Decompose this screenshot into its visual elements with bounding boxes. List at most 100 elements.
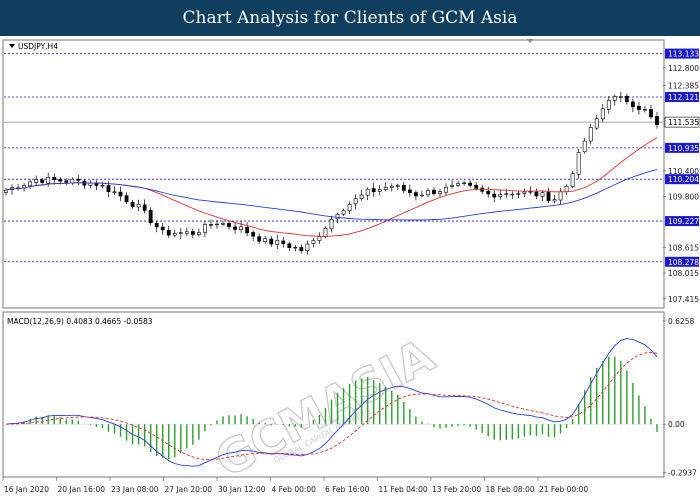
chart-area: GCMASIA GLOBAL CAPITAL MARKETS 112.80011… [2, 39, 700, 494]
candle-body [209, 224, 213, 226]
time-tick-label: 23 Jan 08:00 [111, 485, 159, 494]
candle-body [359, 194, 364, 199]
candle-body [160, 226, 165, 231]
candle-body [474, 184, 479, 189]
ma-slow-line [5, 169, 658, 221]
candle-body [420, 194, 424, 197]
price-candles [4, 91, 659, 255]
level-label: 110.204 [668, 175, 699, 184]
candle-body [196, 232, 201, 235]
candle-body [637, 106, 641, 110]
level-label: 113.133 [668, 50, 699, 59]
candle-body [377, 189, 382, 192]
time-tick-label: 13 Feb 20:00 [432, 485, 481, 494]
candle-body [239, 226, 243, 230]
candle-body [130, 202, 135, 207]
candle-body [118, 191, 123, 197]
current-price-label: 111.535 [668, 118, 699, 127]
candle-body [624, 95, 629, 102]
level-label-box [665, 174, 699, 185]
candle-body [655, 116, 659, 125]
candle-body [28, 181, 33, 187]
time-tick-label: 6 Feb 16:00 [325, 485, 370, 494]
macd-tick-label: 0.6258 [668, 317, 694, 326]
candle-body [269, 238, 274, 245]
candle-body [594, 118, 599, 129]
level-label-box [665, 142, 699, 153]
candle-body [76, 178, 81, 181]
candle-body [444, 186, 448, 193]
candle-body [257, 236, 262, 242]
candle-body [600, 108, 605, 120]
candle-body [516, 193, 521, 195]
symbol-menu-arrow-icon[interactable] [9, 44, 15, 48]
candle-body [534, 191, 539, 197]
current-price-box [664, 116, 700, 128]
candle-body [643, 109, 647, 111]
price-tick-label: 112.385 [668, 82, 699, 91]
candle-body [395, 185, 400, 187]
title-banner: Chart Analysis for Clients of GCM Asia [0, 0, 700, 36]
price-tick-label: 112.800 [668, 64, 699, 73]
candle-body [281, 240, 286, 245]
candle-body [389, 185, 394, 188]
candle-body [233, 226, 237, 230]
candle-body [383, 187, 388, 190]
support-resistance-levels [4, 53, 663, 263]
time-tick-label: 21 Feb 00:00 [539, 485, 588, 494]
candle-body [413, 192, 418, 197]
candle-body [486, 190, 491, 195]
candle-body [432, 189, 436, 194]
candle-body [154, 222, 159, 228]
time-tick-label: 18 Feb 08:00 [486, 485, 535, 494]
candle-body [504, 193, 509, 195]
candle-body [558, 191, 563, 201]
macd-tick-label: -0.2937 [668, 469, 697, 478]
macd-title: MACD(12,26,9) 0.4083 0.4665 -0.0583 [7, 317, 153, 326]
price-axis: 112.800 112.385 110.400 109.800 108.615 108.0… [663, 64, 699, 304]
time-tick-label: 20 Jan 16:00 [58, 485, 106, 494]
candle-body [606, 100, 611, 110]
candle-body [64, 180, 69, 183]
candle-body [70, 178, 75, 184]
candle-body [287, 243, 292, 248]
candle-body [335, 214, 340, 220]
price-chart-title: USDJPY,H4 [18, 42, 58, 51]
candle-body [492, 193, 497, 198]
price-panel [2, 39, 665, 309]
candle-body [136, 203, 141, 208]
candle-body [323, 228, 328, 237]
candle-body [438, 191, 442, 195]
candle-body [552, 199, 557, 202]
candle-body [100, 185, 105, 187]
candle-body [498, 194, 503, 197]
candle-body [341, 210, 346, 215]
candle-body [317, 236, 322, 241]
candle-body [540, 192, 545, 197]
candle-body [311, 240, 316, 244]
candle-body [305, 243, 310, 252]
price-tick-label: 110.400 [668, 167, 699, 176]
level-label: 109.227 [668, 217, 699, 226]
candle-body [371, 188, 376, 193]
candle-body [329, 219, 334, 230]
candle-body [46, 177, 51, 184]
level-label-box [665, 91, 699, 102]
candle-body [570, 173, 575, 187]
candle-body [203, 223, 207, 233]
chart-shift-marker-icon [527, 39, 533, 43]
price-tick-label: 108.615 [668, 243, 699, 252]
candle-body [184, 231, 189, 234]
candle-body [462, 182, 467, 184]
candle-body [227, 223, 231, 227]
candle-body [407, 189, 412, 193]
macd-panel [2, 311, 665, 478]
time-tick-label: 27 Jan 20:00 [165, 485, 213, 494]
candle-body [576, 152, 581, 175]
time-tick-label: 16 Jan 2020 [4, 485, 49, 494]
candle-body [221, 223, 225, 225]
time-tick-label: 11 Feb 04:00 [379, 485, 428, 494]
price-tick-label: 109.800 [668, 193, 699, 202]
candle-body [522, 191, 527, 194]
candle-body [353, 198, 358, 205]
